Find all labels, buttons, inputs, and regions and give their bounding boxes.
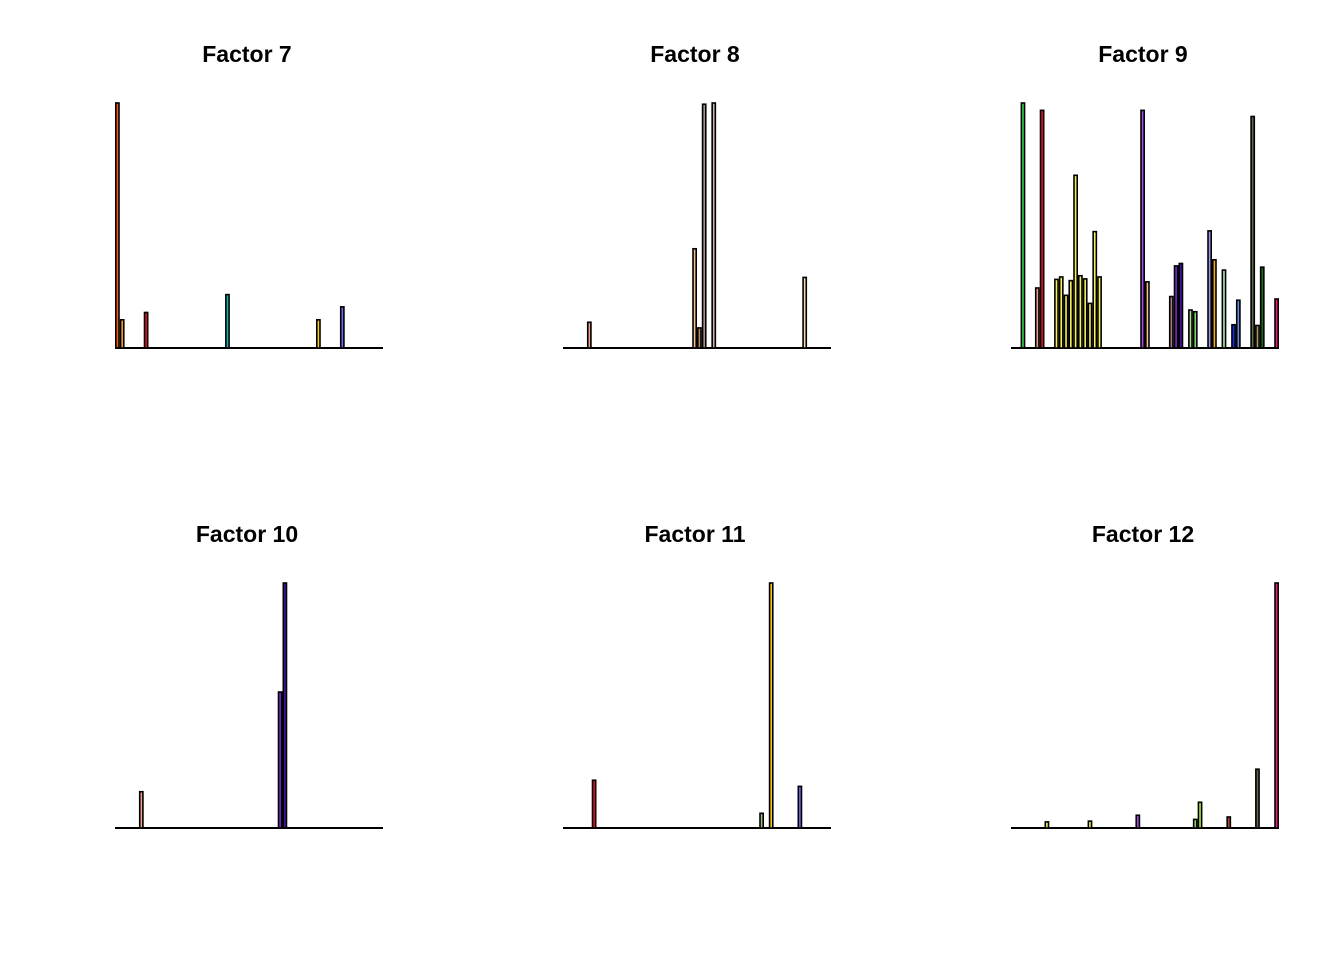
chart-bar	[1255, 324, 1260, 349]
chart-bar	[1034, 287, 1040, 349]
chart-bar	[759, 812, 765, 829]
chart-panel: Factor 9	[1011, 41, 1280, 349]
chart-bar	[1039, 109, 1045, 349]
chart-bar	[1044, 821, 1050, 829]
chart-bar	[315, 319, 321, 349]
chart-bar	[1092, 230, 1098, 349]
chart-bar	[1168, 295, 1174, 349]
chart-bar	[1221, 269, 1227, 349]
chart-bar	[1058, 276, 1064, 349]
chart-bar	[1259, 266, 1265, 349]
chart-bar	[1274, 298, 1280, 349]
chart-bar	[1226, 816, 1232, 829]
chart-title: Factor 9	[1098, 41, 1187, 67]
chart-bar	[1255, 768, 1260, 829]
chart-title: Factor 11	[645, 521, 746, 547]
chart-bar	[1087, 302, 1093, 349]
chart-bar	[1192, 310, 1198, 349]
chart-bar	[115, 102, 120, 349]
chart-title: Factor 7	[202, 41, 291, 67]
chart-bar	[1250, 115, 1256, 349]
chart-bar	[701, 103, 707, 349]
chart-bar	[696, 327, 702, 349]
chart-bar	[1068, 279, 1074, 349]
chart-bar	[711, 102, 717, 349]
chart-title: Factor 10	[196, 521, 298, 547]
chart-panel: Factor 12	[1011, 521, 1280, 829]
chart-bar	[1097, 276, 1102, 349]
chart-bar	[1135, 814, 1141, 829]
chart-bar	[1188, 309, 1193, 349]
chart-panel: Factor 11	[563, 521, 831, 829]
chart-bar	[1140, 109, 1146, 349]
chart-bar	[225, 293, 230, 349]
chart-bar	[1178, 262, 1184, 349]
chart-bar	[1274, 582, 1280, 829]
chart-bar	[1231, 323, 1236, 349]
chart-bar	[768, 582, 774, 829]
chart-bar	[1078, 274, 1083, 349]
chart-bar	[1082, 278, 1088, 349]
chart-bar	[1020, 102, 1026, 349]
chart-bar	[339, 306, 345, 349]
chart-bar	[586, 321, 592, 349]
chart-bar	[1145, 281, 1150, 349]
chart-bar	[277, 691, 283, 829]
chart-bar	[1197, 801, 1203, 829]
chart-bar	[119, 319, 125, 349]
chart-bar	[1235, 299, 1241, 349]
chart-bar	[1192, 818, 1198, 829]
chart-bar	[282, 582, 288, 829]
chart-bar	[1073, 174, 1079, 349]
chart-bar	[1207, 230, 1213, 349]
chart-title: Factor 8	[650, 41, 740, 67]
chart-bar	[1087, 820, 1093, 829]
chart-bar	[1212, 258, 1217, 349]
chart-bar	[797, 785, 803, 829]
chart-bar	[692, 247, 698, 349]
chart-bar	[1054, 278, 1059, 349]
chart-title: Factor 12	[1092, 521, 1194, 547]
chart-bar	[1173, 265, 1179, 349]
chart-bar	[143, 311, 149, 349]
chart-bar	[1063, 294, 1069, 349]
chart-bar	[802, 276, 808, 349]
chart-panel: Factor 8	[563, 41, 831, 349]
chart-bar	[591, 779, 597, 829]
chart-panel: Factor 10	[115, 521, 383, 829]
chart-bar	[138, 790, 144, 829]
chart-panel: Factor 7	[115, 41, 383, 349]
